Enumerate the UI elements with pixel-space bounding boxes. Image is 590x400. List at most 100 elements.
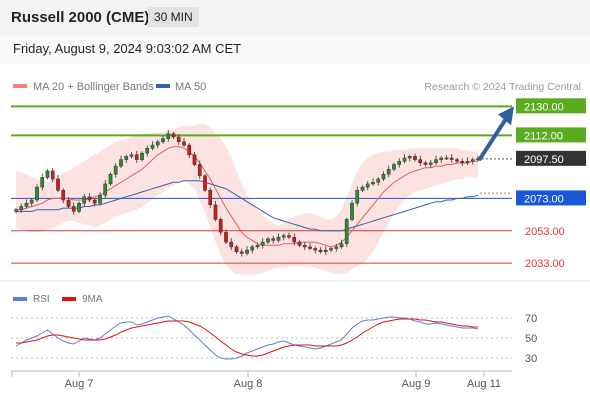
candle <box>155 139 160 149</box>
candle <box>302 242 307 251</box>
candle-body <box>276 236 281 241</box>
candle-body <box>455 159 459 162</box>
candle-body <box>108 173 113 185</box>
legend-swatch-9ma <box>62 297 76 301</box>
candle <box>355 186 360 207</box>
candle <box>455 157 459 164</box>
candle <box>171 131 176 139</box>
level-label-2033.00: 2033.00 <box>525 258 565 270</box>
candle <box>50 168 55 183</box>
candle-body <box>208 190 213 206</box>
candle-body <box>187 144 192 156</box>
main-panel: 2130.00 2112.00 2097.50 2073.00 2053.00 2033.… <box>11 98 586 275</box>
candle <box>428 159 433 168</box>
candle-body <box>166 133 171 139</box>
candle-body <box>281 235 286 238</box>
candle-body <box>45 170 50 178</box>
projection-arrow-shaft <box>478 118 507 161</box>
candle-body <box>344 219 349 244</box>
level-tag-2130.00 <box>516 98 586 114</box>
candle-body <box>145 148 150 154</box>
candle <box>292 233 297 246</box>
candle-body <box>40 177 45 188</box>
candle-body <box>29 199 34 204</box>
candle-body <box>134 154 139 160</box>
candle-body <box>113 165 118 175</box>
candle <box>145 145 150 157</box>
header-bar <box>0 0 590 36</box>
candle-body <box>271 238 276 241</box>
candle-body <box>339 243 344 248</box>
candle-body <box>439 157 444 160</box>
time-tick-label-3: Aug 11 <box>467 378 501 390</box>
candle <box>344 217 349 247</box>
candle-body <box>234 246 239 252</box>
candle-body <box>292 236 297 243</box>
timeframe-badge[interactable]: 30 MIN <box>148 7 199 27</box>
level-tag-2073.00 <box>516 190 586 206</box>
candle <box>465 157 470 165</box>
candle-body <box>381 173 386 180</box>
candle-body <box>61 190 66 201</box>
candle-body <box>360 186 365 191</box>
candle-body <box>397 161 402 165</box>
legend-swatch-ma20 <box>13 84 27 88</box>
candle <box>397 158 402 168</box>
candle <box>56 175 60 193</box>
candle <box>271 235 276 244</box>
candle <box>281 233 286 241</box>
candle <box>161 135 165 144</box>
rsi-tick-label-70: 70 <box>525 313 537 325</box>
candle <box>29 198 34 207</box>
subheader-bar <box>0 36 590 64</box>
candle-body <box>402 157 407 162</box>
candle <box>266 236 270 245</box>
candle <box>470 157 475 165</box>
candle <box>124 154 129 163</box>
candle-body <box>334 246 339 249</box>
level-label-2130.00: 2130.00 <box>524 101 564 113</box>
candle-body <box>56 178 60 191</box>
candle-body <box>24 203 29 207</box>
candle <box>229 238 234 251</box>
legend-swatch-ma50 <box>156 84 170 88</box>
candle-body <box>423 162 428 165</box>
candle <box>255 242 260 249</box>
candle-body <box>266 238 270 243</box>
candle <box>87 192 92 202</box>
candle <box>381 171 386 181</box>
candle-body <box>35 186 39 201</box>
candle-body <box>176 136 181 143</box>
candle-body <box>376 178 381 183</box>
candle-body <box>129 154 134 157</box>
time-axis: Aug 7 Aug 8 Aug 9 Aug 11 <box>11 371 501 390</box>
candle <box>150 141 155 151</box>
candle <box>108 172 113 186</box>
legend-label-9ma: 9MA <box>82 294 103 305</box>
candle <box>413 153 417 162</box>
candle-body <box>355 190 360 204</box>
candle-body <box>161 138 165 143</box>
candle <box>449 154 454 163</box>
candle-body <box>386 169 391 175</box>
candle-body <box>218 219 223 233</box>
level-label-2073.00: 2073.00 <box>524 193 564 205</box>
candle-body <box>87 196 92 201</box>
bollinger-band-area <box>16 124 478 275</box>
legend-label-ma50: MA 50 <box>175 81 206 93</box>
candle <box>35 184 39 202</box>
candle <box>318 247 323 254</box>
candle-body <box>449 157 454 160</box>
candle-body <box>302 245 307 248</box>
legend-label-ma20: MA 20 + Bollinger Bands <box>33 81 154 93</box>
candle <box>71 202 76 215</box>
candle <box>392 162 396 172</box>
candle <box>224 229 228 245</box>
candle <box>365 180 370 191</box>
candle <box>103 180 108 199</box>
candle <box>323 246 328 255</box>
legend-swatch-rsi <box>13 297 27 301</box>
rsi-panel: 70 50 30 <box>11 313 537 365</box>
candle-body <box>392 164 396 170</box>
candle <box>434 155 438 165</box>
